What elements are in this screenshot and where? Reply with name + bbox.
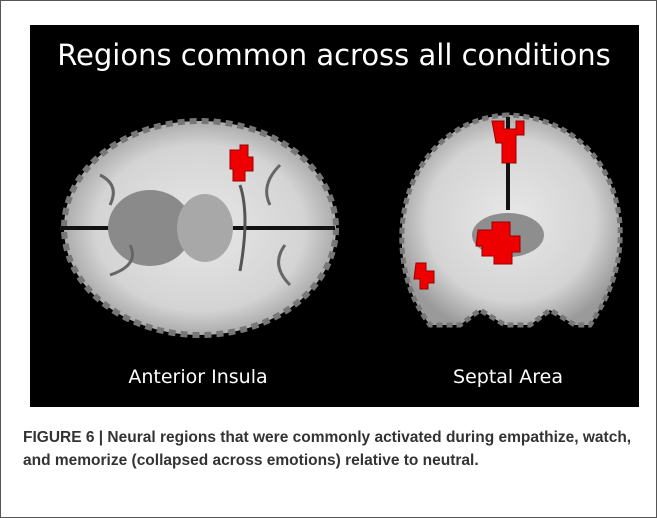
panel-label: Septal Area xyxy=(453,366,563,388)
axial-brain xyxy=(60,121,336,335)
figure-title: Regions common across all conditions xyxy=(57,38,611,72)
figure-frame: Regions common across all conditions xyxy=(0,0,657,518)
coronal-brain xyxy=(402,115,620,325)
figure-caption: FIGURE 6 | Neural regions that were comm… xyxy=(23,426,635,472)
panel-label: Anterior Insula xyxy=(128,366,267,388)
brain-images: Regions common across all conditions xyxy=(30,25,639,407)
figure-image: Regions common across all conditions xyxy=(30,25,639,407)
